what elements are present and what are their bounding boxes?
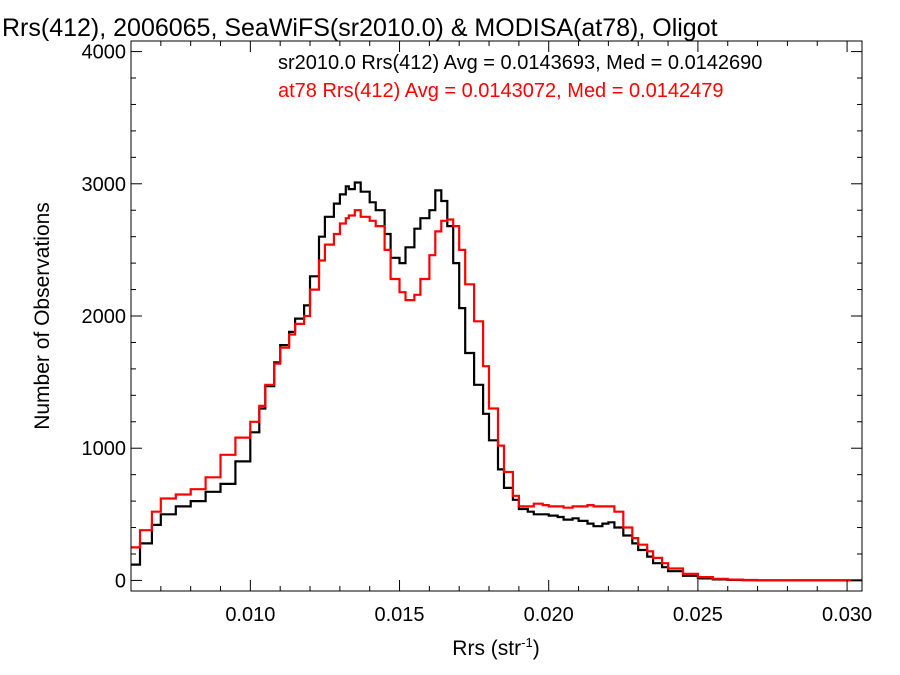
y-axis-label: Number of Observations xyxy=(31,202,54,430)
y-tick-label: 1000 xyxy=(82,438,127,460)
ticks-layer: 0.010 0.015 0.020 0.025 0.030 0 1000 2000 3000 40… xyxy=(82,41,872,626)
series-layer xyxy=(131,181,862,582)
histogram-series-sr2010 xyxy=(131,181,862,582)
x-axis-label-end: ) xyxy=(533,637,540,660)
x-tick-label: 0.010 xyxy=(225,604,275,626)
y-tick-label: 2000 xyxy=(82,306,127,328)
plot-frame xyxy=(130,40,863,592)
y-tick-label: 0 xyxy=(115,570,126,592)
legend-entry-sr2010: sr2010.0 Rrs(412) Avg = 0.0143693, Med =… xyxy=(278,52,762,74)
histogram-series-at78 xyxy=(131,209,862,582)
x-axis-label: Rrs (str-1) xyxy=(452,635,539,660)
x-axis-label-exponent: -1 xyxy=(521,635,533,650)
x-tick-label: 0.020 xyxy=(524,604,574,626)
y-tick-label: 4000 xyxy=(82,42,127,64)
x-axis-label-main: Rrs (str xyxy=(452,637,521,660)
x-tick-label: 0.015 xyxy=(374,604,424,626)
legend-entry-at78: at78 Rrs(412) Avg = 0.0143072, Med = 0.0… xyxy=(278,80,724,102)
x-tick-label: 0.030 xyxy=(822,604,872,626)
chart-title: Rrs(412), 2006065, SeaWiFS(sr2010.0) & M… xyxy=(2,14,718,42)
y-tick-label: 3000 xyxy=(82,174,127,196)
x-tick-label: 0.025 xyxy=(673,604,723,626)
